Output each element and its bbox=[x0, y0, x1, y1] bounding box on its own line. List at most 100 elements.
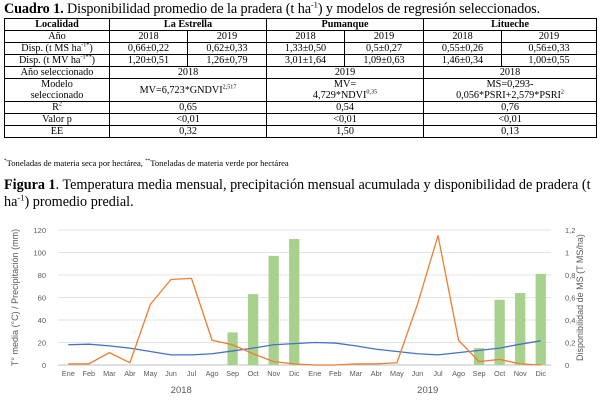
line-series bbox=[68, 234, 541, 366]
table-cell: <0,01 bbox=[266, 113, 425, 126]
x-tick-label: Mar bbox=[103, 369, 116, 378]
right-tick-label: 1 bbox=[565, 249, 569, 258]
table-cell: 2019 bbox=[266, 66, 425, 79]
x-tick-label: May bbox=[144, 369, 158, 378]
axis-ticks: 0 0 20 0,2 40 0,4 60 0,6 80 0,8 100 1 120 1,2 Ene Feb Ma… bbox=[33, 226, 575, 396]
left-tick-label: 60 bbox=[38, 294, 46, 303]
table-cell: 1,20±0,51 bbox=[109, 54, 188, 67]
series-line bbox=[68, 340, 541, 356]
figure-caption-post: ) promedio predial. bbox=[24, 194, 134, 210]
table-cell: 2018 bbox=[423, 66, 598, 79]
header-anio: Año bbox=[4, 30, 110, 43]
row-label-close: ) bbox=[89, 43, 93, 54]
table-cell: <0,01 bbox=[108, 113, 268, 126]
row-label: Disp. (t MV ha-1**) bbox=[4, 54, 110, 67]
table-row: Modelo seleccionado MV=6,723*GNDVI2,517 M… bbox=[4, 78, 598, 102]
table-cell: 0,32 bbox=[108, 125, 268, 138]
x-tick-label: Mar bbox=[350, 369, 363, 378]
row-label: Año seleccionado bbox=[4, 66, 110, 79]
table-cell: 0,5±0,27 bbox=[344, 42, 425, 55]
x-tick-label: May bbox=[390, 369, 404, 378]
right-tick-label: 1,2 bbox=[565, 226, 575, 235]
right-tick-label: 0,6 bbox=[565, 294, 575, 303]
bar bbox=[535, 273, 546, 365]
header-year: 2018 bbox=[109, 30, 188, 43]
left-tick-label: 0 bbox=[42, 361, 46, 370]
model-exponent: 2,517 bbox=[222, 84, 237, 91]
table-row: Disp. (t MS ha-1*) 0,66±0,22 0,62±0,33 1… bbox=[4, 42, 598, 55]
table-row: EE 0,32 1,50 0,13 bbox=[4, 125, 598, 138]
x-tick-label: Abr bbox=[371, 369, 383, 378]
row-label: EE bbox=[4, 125, 110, 138]
row-label-line1: Modelo bbox=[41, 79, 73, 90]
table-cell: 1,50 bbox=[266, 125, 425, 138]
table-caption-pre: Disponibilidad promedio de la pradera (t… bbox=[63, 1, 311, 17]
table-row: R2 0,65 0,54 0,76 bbox=[4, 101, 598, 114]
table-cell: 1,26±0,79 bbox=[186, 54, 268, 67]
model-exponent: 0,35 bbox=[366, 89, 378, 96]
x-tick-label: Nov bbox=[514, 369, 527, 378]
x-tick-label: Ago bbox=[452, 369, 465, 378]
model-litueche: MS=0,293- 0,056*PSRI+2,579*PSRI2 bbox=[423, 78, 598, 102]
x-tick-label: Jun bbox=[165, 369, 177, 378]
right-tick-label: 0,4 bbox=[565, 316, 575, 325]
header-year: 2019 bbox=[501, 30, 598, 43]
table-cell: 0,65 bbox=[108, 101, 268, 114]
x-tick-label: Jul bbox=[187, 369, 197, 378]
right-axis-label: Disponibilidad de MS (T MS/ha) bbox=[575, 234, 585, 361]
header-location: Litueche bbox=[423, 18, 598, 31]
bar bbox=[473, 348, 485, 365]
header-location: La Estrella bbox=[108, 18, 268, 31]
series-line bbox=[68, 234, 541, 366]
x-tick-label: Feb bbox=[83, 369, 96, 378]
left-tick-label: 40 bbox=[38, 316, 46, 325]
footnote-mark: * bbox=[4, 158, 7, 165]
x-tick-label: Oct bbox=[247, 369, 258, 378]
year-label: 2018 bbox=[171, 385, 192, 396]
year-label: 2019 bbox=[417, 385, 438, 396]
right-tick-label: 0,8 bbox=[565, 271, 575, 280]
figure-caption-sup: -1 bbox=[17, 192, 25, 203]
header-year: 2018 bbox=[423, 30, 503, 43]
model-text: 4,729*NDVI bbox=[312, 90, 367, 101]
row-label-sup: 2 bbox=[58, 101, 62, 108]
model-estrella: MV=6,723*GNDVI2,517 bbox=[108, 78, 268, 102]
row-label-sup: -1** bbox=[80, 54, 92, 61]
table-cell: 0,55±0,26 bbox=[423, 42, 503, 55]
row-label-line2: seleccionado bbox=[30, 90, 84, 101]
row-label-close: ) bbox=[91, 55, 96, 66]
row-label: Disp. (t MS ha-1*) bbox=[4, 42, 110, 55]
table-label: Cuadro 1 bbox=[4, 1, 61, 17]
regression-table: Localidad La Estrella Pumanque Litueche … bbox=[4, 18, 598, 138]
row-label-text: Disp. (t MS ha bbox=[21, 43, 82, 54]
table-row: Disp. (t MV ha-1**) 1,20±0,51 1,26±0,79 … bbox=[4, 54, 598, 67]
chart-gridlines bbox=[58, 229, 551, 366]
x-tick-label: Sep bbox=[473, 369, 486, 378]
left-tick-label: 20 bbox=[38, 339, 46, 348]
model-text: MS=0,293- bbox=[486, 79, 534, 90]
table-footnote: *Toneladas de materia seca por hectárea,… bbox=[4, 158, 289, 168]
x-tick-label: Abr bbox=[124, 369, 136, 378]
table-caption-sup: -1 bbox=[310, 0, 318, 10]
left-tick-label: 100 bbox=[33, 249, 46, 258]
left-axis-label: T° media (°C) / Precipitación (mm) bbox=[10, 229, 20, 366]
x-tick-label: Jul bbox=[433, 369, 443, 378]
model-exponent: 2 bbox=[560, 89, 564, 96]
bar-series bbox=[227, 239, 546, 365]
table-cell: 1,09±0,63 bbox=[344, 54, 425, 67]
left-tick-label: 80 bbox=[38, 271, 46, 280]
x-tick-label: Ene bbox=[62, 369, 75, 378]
table-row: Localidad La Estrella Pumanque Litueche bbox=[4, 18, 598, 31]
table-cell: 3,01±1,64 bbox=[266, 54, 346, 67]
x-tick-label: Ene bbox=[308, 369, 321, 378]
header-year: 2019 bbox=[344, 30, 425, 43]
row-label-sup: -1* bbox=[81, 42, 90, 49]
header-localidad: Localidad bbox=[4, 18, 110, 31]
table-cell: 0,56±0,33 bbox=[501, 42, 598, 55]
header-year: 2019 bbox=[186, 30, 268, 43]
table-cell: 0,66±0,22 bbox=[109, 42, 188, 55]
table-cell: 0,54 bbox=[266, 101, 425, 114]
table-cell: 2018 bbox=[108, 66, 268, 79]
x-tick-label: Ago bbox=[206, 369, 219, 378]
table-cell: <0,01 bbox=[423, 113, 598, 126]
